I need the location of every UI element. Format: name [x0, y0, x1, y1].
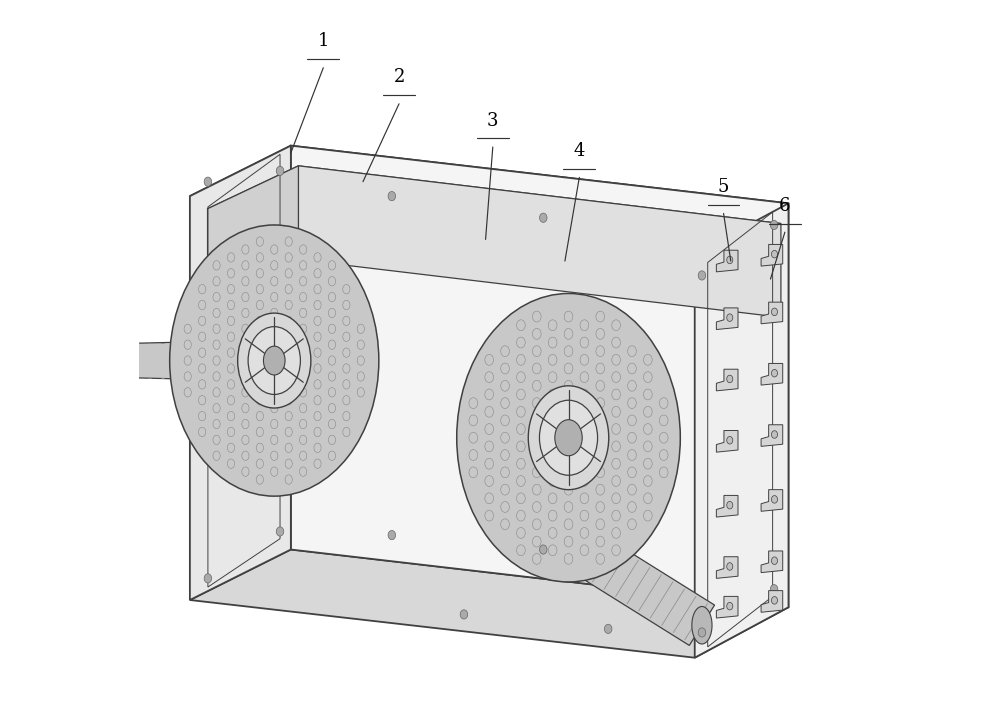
Ellipse shape: [771, 496, 778, 503]
Ellipse shape: [727, 314, 733, 321]
Polygon shape: [716, 369, 738, 391]
Polygon shape: [716, 495, 738, 517]
Ellipse shape: [555, 420, 582, 456]
Ellipse shape: [540, 213, 547, 222]
Polygon shape: [761, 245, 783, 266]
Ellipse shape: [727, 563, 733, 571]
Ellipse shape: [204, 177, 212, 186]
Ellipse shape: [276, 167, 284, 175]
Ellipse shape: [771, 597, 778, 604]
Ellipse shape: [770, 584, 778, 594]
Polygon shape: [190, 146, 788, 254]
Ellipse shape: [170, 225, 379, 496]
Text: 3: 3: [487, 111, 499, 130]
Ellipse shape: [388, 192, 396, 201]
Polygon shape: [190, 550, 788, 657]
Polygon shape: [208, 166, 781, 266]
Text: 6: 6: [779, 197, 791, 215]
Ellipse shape: [727, 375, 733, 383]
Polygon shape: [716, 251, 738, 272]
Polygon shape: [298, 166, 781, 317]
Polygon shape: [761, 302, 783, 324]
Polygon shape: [716, 557, 738, 578]
Polygon shape: [130, 340, 253, 381]
Polygon shape: [574, 533, 715, 645]
Polygon shape: [761, 363, 783, 385]
Polygon shape: [716, 597, 738, 618]
Polygon shape: [761, 551, 783, 573]
Ellipse shape: [460, 610, 468, 619]
Ellipse shape: [457, 293, 680, 582]
Ellipse shape: [771, 431, 778, 438]
Ellipse shape: [770, 220, 778, 230]
Ellipse shape: [771, 251, 778, 258]
Polygon shape: [716, 431, 738, 452]
Ellipse shape: [204, 573, 212, 583]
Ellipse shape: [238, 313, 311, 408]
Ellipse shape: [276, 527, 284, 536]
Ellipse shape: [771, 308, 778, 316]
Ellipse shape: [771, 557, 778, 565]
Ellipse shape: [528, 386, 609, 489]
Ellipse shape: [604, 624, 612, 634]
Polygon shape: [190, 146, 291, 600]
Ellipse shape: [388, 531, 396, 539]
Text: 2: 2: [393, 69, 405, 86]
Ellipse shape: [540, 545, 547, 554]
Ellipse shape: [727, 602, 733, 610]
Ellipse shape: [539, 400, 598, 475]
Text: 5: 5: [718, 178, 729, 196]
Polygon shape: [695, 203, 788, 657]
Polygon shape: [761, 489, 783, 511]
Ellipse shape: [248, 327, 300, 395]
Ellipse shape: [263, 346, 285, 375]
Ellipse shape: [727, 437, 733, 444]
Ellipse shape: [698, 271, 706, 280]
Text: 1: 1: [318, 33, 329, 51]
Ellipse shape: [692, 607, 712, 644]
Ellipse shape: [727, 256, 733, 264]
Polygon shape: [208, 166, 298, 303]
Ellipse shape: [698, 628, 706, 637]
Polygon shape: [716, 308, 738, 329]
Polygon shape: [761, 591, 783, 613]
Polygon shape: [291, 146, 788, 607]
Text: 4: 4: [574, 142, 585, 160]
Ellipse shape: [727, 502, 733, 509]
Polygon shape: [761, 425, 783, 447]
Ellipse shape: [771, 369, 778, 377]
Ellipse shape: [122, 340, 138, 381]
